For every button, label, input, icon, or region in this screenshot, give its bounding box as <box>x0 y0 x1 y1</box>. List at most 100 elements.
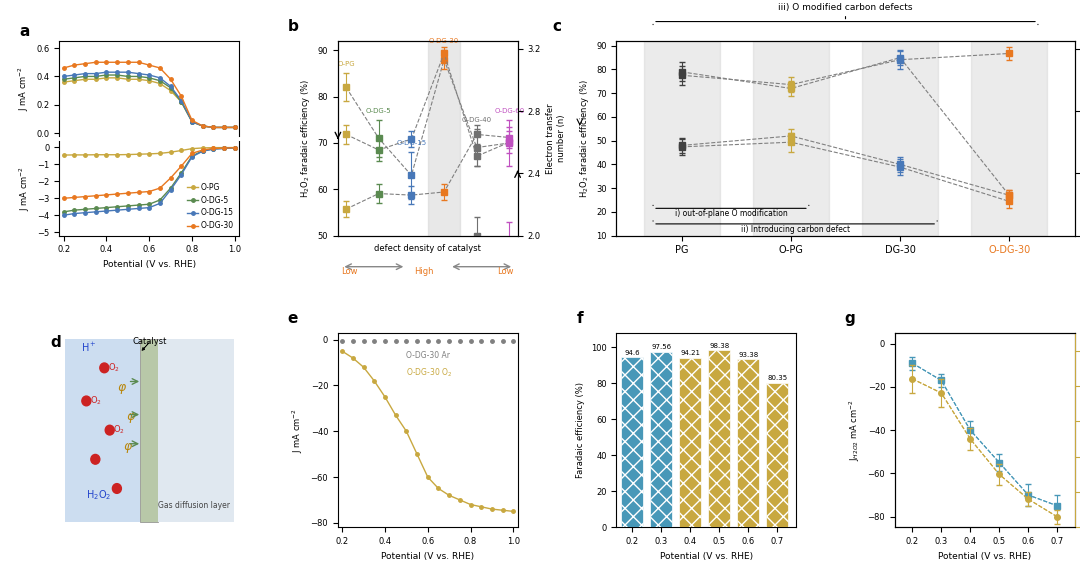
Bar <box>971 41 1048 236</box>
O-PG <box>132 151 145 158</box>
O-DG-15 <box>175 171 188 178</box>
O-DG-30 <box>153 185 166 192</box>
O-PG <box>110 151 123 158</box>
Text: O-DG-30: O-DG-30 <box>429 38 459 45</box>
Circle shape <box>99 363 109 373</box>
Text: 80.35: 80.35 <box>767 375 787 381</box>
O-PG <box>143 151 156 158</box>
O-DG-30 <box>218 145 231 152</box>
O-PG <box>79 151 92 158</box>
Bar <box>650 352 672 527</box>
O-DG-5 <box>132 202 145 209</box>
Circle shape <box>82 396 91 406</box>
Text: O-DG-60: O-DG-60 <box>495 108 525 114</box>
Bar <box>679 357 701 527</box>
O-DG-5 <box>186 152 199 159</box>
Text: c: c <box>552 19 562 35</box>
O-DG-5 <box>121 202 134 209</box>
Text: i) out-of-plane O modification: i) out-of-plane O modification <box>675 209 787 218</box>
Text: a: a <box>19 24 30 39</box>
O-PG <box>207 144 220 151</box>
O-DG-15 <box>68 210 81 217</box>
O-DG-30 <box>164 175 177 182</box>
Y-axis label: Electron transfer
number (n): Electron transfer number (n) <box>546 103 566 173</box>
Text: O-DG-5: O-DG-5 <box>366 108 392 114</box>
Line: O-DG-5: O-DG-5 <box>62 146 237 213</box>
Text: ii) Introducing carbon defect: ii) Introducing carbon defect <box>741 224 850 234</box>
Text: O$_2$: O$_2$ <box>108 362 120 374</box>
FancyBboxPatch shape <box>159 339 233 522</box>
O-DG-30 <box>68 194 81 201</box>
O-DG-15 <box>57 212 70 219</box>
O-DG-30 <box>79 193 92 200</box>
Text: $\varphi$: $\varphi$ <box>123 441 133 455</box>
Y-axis label: J mA cm$^{-2}$: J mA cm$^{-2}$ <box>291 408 305 452</box>
O-DG-5 <box>197 147 210 154</box>
O-DG-5 <box>110 203 123 210</box>
Bar <box>621 357 644 527</box>
Text: H$_2$O$_2$: H$_2$O$_2$ <box>86 488 111 502</box>
Bar <box>738 359 759 527</box>
Text: d: d <box>51 335 62 350</box>
O-PG <box>90 151 103 158</box>
Text: O-DG-40: O-DG-40 <box>461 117 491 123</box>
O-DG-5 <box>175 169 188 176</box>
X-axis label: Potential (V vs. RHE): Potential (V vs. RHE) <box>660 551 753 561</box>
Text: O-PG: O-PG <box>337 62 355 67</box>
O-DG-15 <box>121 206 134 213</box>
Bar <box>753 41 829 236</box>
Legend: O-PG, O-DG-5, O-DG-15, O-DG-30: O-PG, O-DG-5, O-DG-15, O-DG-30 <box>186 181 235 231</box>
O-DG-5 <box>143 200 156 207</box>
O-DG-30 <box>57 195 70 202</box>
O-PG <box>121 151 134 158</box>
O-PG <box>175 147 188 154</box>
O-DG-5 <box>228 144 241 151</box>
Bar <box>428 41 460 236</box>
O-DG-5 <box>68 207 81 214</box>
Text: iii) O modified carbon defects: iii) O modified carbon defects <box>779 3 913 12</box>
O-DG-30 <box>100 192 113 199</box>
Line: O-DG-30: O-DG-30 <box>62 146 237 200</box>
Text: 93.38: 93.38 <box>738 352 758 357</box>
Text: Low: Low <box>341 267 357 277</box>
Circle shape <box>112 483 121 493</box>
Text: O$_2$: O$_2$ <box>113 424 125 437</box>
Text: Gas diffusion layer: Gas diffusion layer <box>158 501 230 510</box>
O-DG-15 <box>207 146 220 153</box>
Y-axis label: J$_{H2O2}$ mA cm$^{-2}$: J$_{H2O2}$ mA cm$^{-2}$ <box>848 399 862 461</box>
O-DG-5 <box>90 205 103 212</box>
Text: f: f <box>577 311 583 326</box>
O-DG-30 <box>186 150 199 157</box>
O-PG <box>197 144 210 151</box>
O-PG <box>186 145 199 152</box>
Text: $\varphi$: $\varphi$ <box>118 382 127 396</box>
O-DG-15 <box>197 148 210 155</box>
O-DG-15 <box>110 207 123 214</box>
Circle shape <box>105 425 114 435</box>
Text: 94.6: 94.6 <box>624 349 640 356</box>
O-DG-5 <box>79 206 92 213</box>
O-PG <box>57 152 70 159</box>
O-DG-15 <box>218 145 231 152</box>
Text: g: g <box>845 311 855 326</box>
O-DG-15 <box>153 200 166 207</box>
O-PG <box>153 150 166 157</box>
Text: O-DG-30 O$_2$: O-DG-30 O$_2$ <box>406 367 453 379</box>
Text: O-DG-15: O-DG-15 <box>396 140 427 146</box>
Text: e: e <box>287 311 298 326</box>
O-DG-15 <box>90 209 103 216</box>
Y-axis label: J mA cm$^{-2}$: J mA cm$^{-2}$ <box>16 66 31 111</box>
Text: Catalyst: Catalyst <box>132 337 166 346</box>
Text: Low: Low <box>498 267 514 277</box>
O-DG-30 <box>228 144 241 151</box>
FancyBboxPatch shape <box>140 339 159 522</box>
O-PG <box>218 144 231 151</box>
O-PG <box>164 149 177 156</box>
O-DG-15 <box>143 204 156 211</box>
X-axis label: Potential (V vs. RHE): Potential (V vs. RHE) <box>103 260 195 269</box>
Text: defect density of catalyst: defect density of catalyst <box>375 244 482 253</box>
Text: 98.38: 98.38 <box>710 343 729 349</box>
Text: H$^+$: H$^+$ <box>81 341 96 355</box>
O-DG-15 <box>79 209 92 216</box>
O-DG-5 <box>207 145 220 152</box>
